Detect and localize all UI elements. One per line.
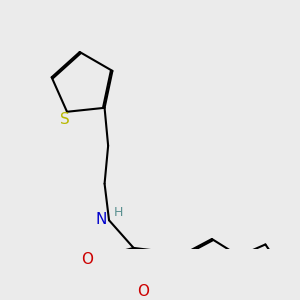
Text: H: H — [114, 206, 124, 219]
Text: O: O — [138, 284, 150, 299]
Text: N: N — [95, 212, 107, 227]
Text: S: S — [60, 112, 70, 127]
Text: O: O — [81, 252, 93, 267]
